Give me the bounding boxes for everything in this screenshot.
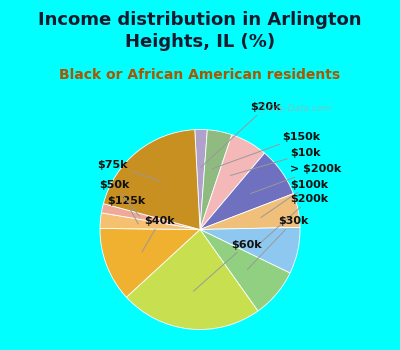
Wedge shape xyxy=(200,194,300,230)
Wedge shape xyxy=(200,135,264,230)
Text: $100k: $100k xyxy=(261,180,328,218)
Text: $150k: $150k xyxy=(212,132,320,169)
Text: $30k: $30k xyxy=(247,217,308,270)
Wedge shape xyxy=(126,230,258,329)
Text: Black or African American residents: Black or African American residents xyxy=(60,68,340,82)
Wedge shape xyxy=(200,230,290,311)
Text: $10k: $10k xyxy=(230,148,320,175)
Text: > $200k: > $200k xyxy=(250,164,341,194)
Text: $75k: $75k xyxy=(98,160,161,181)
Wedge shape xyxy=(200,153,293,230)
Wedge shape xyxy=(200,130,232,230)
Wedge shape xyxy=(100,213,200,230)
Wedge shape xyxy=(100,229,200,297)
Text: $40k: $40k xyxy=(142,217,175,252)
Text: $200k: $200k xyxy=(260,195,328,243)
Wedge shape xyxy=(195,130,207,230)
Wedge shape xyxy=(200,228,300,273)
Text: $50k: $50k xyxy=(100,181,140,216)
Text: Income distribution in Arlington
Heights, IL (%): Income distribution in Arlington Heights… xyxy=(38,11,362,51)
Text: $20k: $20k xyxy=(201,103,280,168)
Text: $60k: $60k xyxy=(194,239,261,291)
Wedge shape xyxy=(102,204,200,230)
Wedge shape xyxy=(104,130,200,230)
Text: ⓘ City-Data.com: ⓘ City-Data.com xyxy=(259,104,332,113)
Text: $125k: $125k xyxy=(107,196,145,224)
